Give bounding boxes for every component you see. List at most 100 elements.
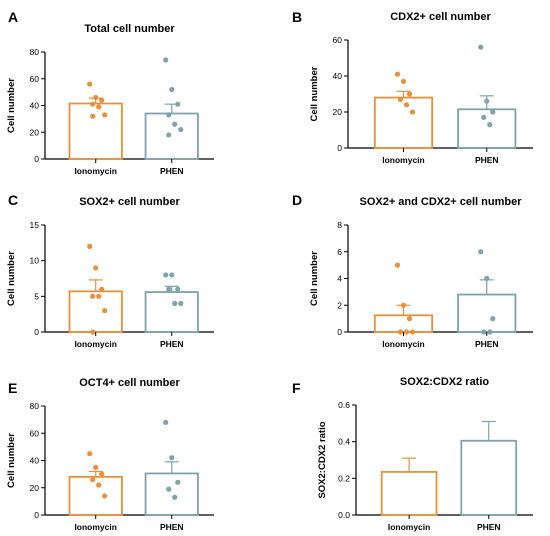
bar-ionomycin (373, 314, 434, 333)
y-tick-label: 20 (333, 107, 343, 117)
data-point (93, 464, 99, 470)
data-point (484, 275, 490, 282)
x-tick-label: PHEN (160, 522, 184, 532)
data-point (163, 272, 169, 278)
y-tick-label: 5 (34, 291, 39, 301)
data-point (481, 114, 487, 120)
chart-title: OCT4+ cell number (79, 377, 180, 389)
data-point (87, 81, 93, 87)
bar-phen (144, 472, 199, 516)
data-point (102, 493, 108, 499)
y-axis-label: Cell number (6, 433, 17, 488)
chart-title: Total cell number (84, 23, 175, 35)
data-point (166, 286, 172, 292)
y-tick-label: 0 (34, 154, 39, 164)
data-point (487, 329, 493, 335)
data-point (484, 98, 490, 104)
y-tick-label: 40 (30, 101, 40, 111)
y-axis-label: Cell number (309, 66, 320, 121)
panel-b: B CDX2+ cell number Cell number 0 20 40 60 Iono… (292, 9, 533, 165)
x-tick-label: Ionomycin (382, 339, 425, 349)
panel-letter: D (292, 192, 302, 208)
y-tick-label: 2 (337, 300, 342, 310)
data-point (96, 482, 102, 488)
data-point (175, 101, 181, 107)
y-tick-label: 6 (337, 247, 342, 257)
y-tick-label: 80 (30, 47, 40, 57)
data-point (169, 455, 175, 461)
data-point (487, 122, 493, 128)
panel-a: A Total cell number Cell number 0 20 40 60 80 Io… (6, 9, 214, 176)
y-tick-label: 0 (337, 143, 342, 153)
data-point (90, 476, 96, 483)
chart-title: SOX2+ and CDX2+ cell number (359, 196, 522, 208)
data-point (394, 262, 401, 268)
data-point (400, 78, 407, 84)
panel-letter: E (8, 380, 17, 396)
bar-ionomycin (373, 96, 434, 149)
data-point (397, 96, 404, 102)
panel-letter: B (292, 9, 302, 25)
data-point (178, 126, 184, 133)
data-point (93, 94, 99, 101)
panel-d: D SOX2+ and CDX2+ cell number Cell number 0… (292, 192, 533, 349)
data-point (175, 479, 181, 485)
data-point (409, 329, 416, 335)
data-point (490, 109, 496, 115)
data-point (406, 91, 413, 97)
chart-title: SOX2:CDX2 ratio (400, 376, 490, 388)
y-tick-label: 40 (333, 71, 343, 81)
data-point (96, 104, 102, 110)
y-axis-label: Cell number (6, 251, 17, 306)
data-point (99, 97, 105, 103)
panel-letter: C (8, 192, 18, 208)
data-point (478, 44, 484, 50)
data-point (93, 265, 99, 271)
x-tick-label: PHEN (160, 339, 184, 349)
y-tick-label: 40 (30, 456, 40, 466)
data-point (102, 308, 108, 314)
y-tick-label: 20 (30, 127, 40, 137)
data-point (166, 112, 172, 118)
data-point (90, 329, 96, 335)
data-point (394, 71, 401, 77)
data-point (169, 86, 175, 93)
chart-title: CDX2+ cell number (390, 11, 491, 23)
x-tick-label: Ionomycin (388, 522, 431, 532)
y-tick-label: 0 (34, 327, 39, 337)
data-point (166, 486, 172, 492)
chart-title: SOX2+ cell number (79, 196, 180, 208)
x-tick-label: Ionomycin (74, 339, 117, 349)
y-tick-label: 0.4 (338, 437, 350, 447)
data-point (102, 112, 108, 118)
data-point (172, 494, 178, 500)
data-point (481, 329, 487, 335)
bar-phen (457, 108, 517, 149)
bar-ionomycin (68, 475, 123, 516)
y-tick-label: 60 (30, 428, 40, 438)
y-tick-label: 0.6 (338, 400, 350, 410)
x-tick-label: Ionomycin (74, 522, 117, 532)
data-point (406, 316, 413, 322)
data-point (90, 293, 96, 299)
y-tick-label: 0.2 (338, 473, 350, 483)
y-tick-label: 80 (30, 401, 40, 411)
data-point (163, 419, 169, 425)
x-tick-label: Ionomycin (74, 166, 117, 176)
panel-e: E OCT4+ cell number Cell number 0 20 40 60 80 Io… (6, 377, 214, 532)
bar-phen (144, 112, 199, 160)
y-axis-label: Cell number (6, 78, 17, 133)
y-tick-label: 60 (30, 74, 40, 84)
x-tick-label: Ionomycin (382, 155, 425, 165)
y-axis-label: Cell number (309, 251, 320, 306)
data-point (99, 286, 105, 292)
y-tick-label: 60 (333, 35, 343, 45)
x-tick-label: PHEN (475, 155, 499, 165)
data-point (172, 121, 178, 127)
y-tick-label: 0 (337, 327, 342, 337)
data-point (403, 329, 410, 335)
data-point (87, 451, 93, 457)
bar-ionomycin (380, 471, 438, 516)
data-point (169, 272, 175, 278)
